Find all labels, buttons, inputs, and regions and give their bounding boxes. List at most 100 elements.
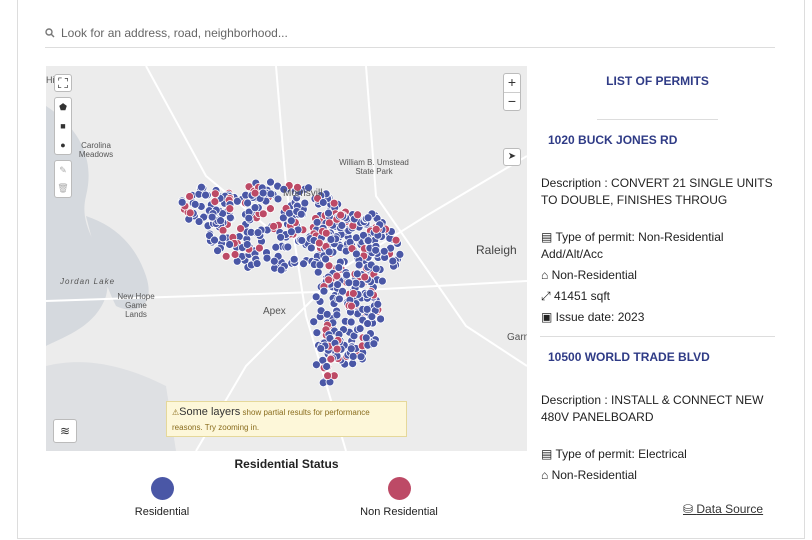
permit-marker[interactable] (388, 256, 398, 266)
permit-marker[interactable] (279, 184, 289, 194)
permit-marker[interactable] (306, 243, 316, 253)
permit-marker[interactable] (337, 221, 347, 230)
permit-marker[interactable] (346, 344, 356, 354)
permit-marker[interactable] (276, 232, 286, 242)
permit-marker[interactable] (269, 221, 278, 231)
permit-marker[interactable] (333, 280, 343, 289)
permit-marker[interactable] (355, 324, 365, 334)
permit-marker[interactable] (225, 204, 235, 214)
permit-marker[interactable] (371, 224, 381, 234)
permit-marker[interactable] (221, 251, 231, 261)
permit-marker[interactable] (348, 352, 358, 361)
permit-marker[interactable] (273, 194, 283, 204)
permit-marker[interactable] (255, 243, 264, 253)
permit-marker[interactable] (321, 228, 331, 238)
permit-marker[interactable] (299, 259, 308, 269)
permit-marker[interactable] (373, 299, 383, 309)
permit-marker[interactable] (283, 242, 293, 252)
map[interactable]: Hill Carolina Meadows William B. Umstead… (46, 66, 527, 451)
locate-button[interactable]: ➤ (503, 148, 521, 166)
permit-marker[interactable] (361, 333, 371, 343)
permit-item[interactable]: 1020 BUCK JONES RD Description : CONVERT … (540, 120, 775, 337)
permit-marker[interactable] (356, 352, 366, 362)
permit-marker[interactable] (225, 240, 235, 249)
permit-marker[interactable] (379, 246, 389, 256)
permit-marker[interactable] (318, 198, 328, 207)
data-source-link[interactable]: ⛁ Data Source (683, 502, 764, 516)
permit-marker[interactable] (266, 189, 276, 199)
permit-marker[interactable] (338, 286, 347, 296)
permit-marker[interactable] (266, 177, 275, 187)
permit-marker[interactable] (362, 304, 372, 314)
zoom-out[interactable]: − (507, 93, 517, 109)
permit-marker[interactable] (207, 212, 217, 222)
permit-marker[interactable] (244, 213, 254, 223)
permit-marker[interactable] (258, 188, 268, 198)
permit-marker[interactable] (278, 213, 288, 223)
permit-marker[interactable] (369, 339, 379, 349)
permit-marker[interactable] (253, 228, 263, 238)
permit-marker[interactable] (360, 272, 370, 282)
permit-marker[interactable] (312, 217, 322, 227)
permit-marker[interactable] (252, 259, 262, 268)
permit-marker[interactable] (218, 225, 228, 235)
permit-marker[interactable] (332, 271, 342, 281)
permit-marker[interactable] (326, 235, 336, 244)
permit-marker[interactable] (210, 235, 219, 245)
permit-marker[interactable] (377, 276, 387, 286)
permit-marker[interactable] (300, 198, 310, 208)
permit-marker[interactable] (324, 218, 334, 228)
permit-marker[interactable] (315, 260, 325, 270)
permit-marker[interactable] (363, 319, 373, 328)
permit-marker[interactable] (258, 209, 268, 219)
permit-marker[interactable] (348, 289, 358, 298)
permit-marker[interactable] (365, 288, 375, 298)
permit-marker[interactable] (262, 253, 272, 263)
permit-marker[interactable] (313, 267, 323, 277)
permit-marker[interactable] (266, 204, 275, 214)
permit-marker[interactable] (269, 256, 279, 266)
permit-marker[interactable] (216, 216, 225, 226)
permit-marker[interactable] (210, 197, 220, 207)
permit-marker[interactable] (323, 371, 333, 381)
permit-marker[interactable] (314, 238, 324, 248)
permit-marker[interactable] (285, 208, 294, 218)
permit-marker[interactable] (312, 328, 322, 338)
permit-marker[interactable] (344, 278, 354, 288)
permit-marker[interactable] (336, 210, 346, 220)
permit-marker[interactable] (194, 217, 204, 226)
permit-marker[interactable] (321, 254, 331, 264)
permit-marker[interactable] (311, 292, 321, 302)
permit-marker[interactable] (329, 198, 339, 208)
permit-marker[interactable] (332, 310, 342, 320)
permit-marker[interactable] (346, 317, 356, 327)
permit-marker[interactable] (250, 203, 260, 213)
permit-marker[interactable] (232, 196, 242, 206)
permit-marker[interactable] (367, 312, 377, 322)
permit-marker[interactable] (342, 270, 351, 280)
permit-marker[interactable] (190, 199, 200, 209)
permit-item[interactable]: 10500 WORLD TRADE BLVD Description : INST… (540, 337, 775, 492)
permit-marker[interactable] (236, 224, 245, 233)
permit-marker[interactable] (363, 236, 373, 246)
permit-marker[interactable] (326, 354, 336, 364)
permit-marker[interactable] (311, 360, 321, 370)
permit-marker[interactable] (334, 263, 344, 272)
permit-marker[interactable] (347, 301, 356, 311)
zoom-in[interactable]: + (504, 74, 520, 93)
permit-marker[interactable] (197, 182, 206, 192)
permit-marker[interactable] (210, 189, 220, 199)
permit-marker[interactable] (391, 235, 401, 245)
permit-marker[interactable] (363, 213, 373, 223)
permit-marker[interactable] (353, 210, 363, 220)
permit-marker[interactable] (286, 216, 296, 226)
permit-marker[interactable] (185, 208, 195, 218)
fullscreen-button[interactable]: ⛶ (54, 74, 72, 92)
search-box[interactable]: Look for an address, road, neighborhood.… (45, 22, 775, 48)
layers-button[interactable]: ≋ (53, 419, 77, 443)
permit-marker[interactable] (218, 233, 228, 243)
permit-marker[interactable] (213, 246, 222, 256)
permit-marker[interactable] (304, 183, 313, 193)
permit-marker[interactable] (316, 344, 326, 353)
permit-marker[interactable] (289, 254, 299, 264)
